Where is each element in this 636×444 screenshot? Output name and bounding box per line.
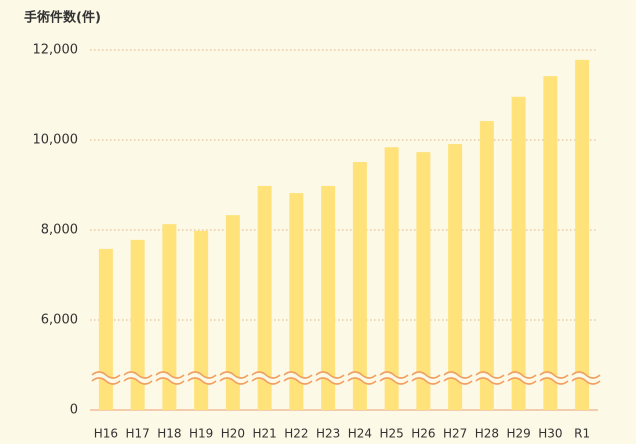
break-gap xyxy=(444,372,472,384)
bar xyxy=(384,147,399,410)
x-tick-label: H23 xyxy=(316,427,340,441)
x-tick-label: H21 xyxy=(252,427,276,441)
break-wave xyxy=(347,377,377,385)
break-wave xyxy=(251,377,281,385)
y-tick-label: 12,000 xyxy=(33,43,79,58)
break-wave xyxy=(571,377,601,385)
x-tick-label: H18 xyxy=(157,427,181,441)
break-wave xyxy=(315,377,345,385)
break-wave xyxy=(251,371,281,379)
bar xyxy=(98,248,113,410)
break-wave xyxy=(155,377,185,385)
break-wave xyxy=(219,371,249,379)
break-gap xyxy=(220,372,248,384)
break-wave xyxy=(411,377,441,385)
y-tick-label: 0 xyxy=(70,403,78,418)
x-tick-label: H28 xyxy=(475,427,499,441)
break-gap xyxy=(572,372,600,384)
bar xyxy=(162,224,177,410)
break-gap xyxy=(508,372,536,384)
x-tick-label: H29 xyxy=(506,427,530,441)
x-tick-label: H25 xyxy=(379,427,403,441)
break-wave xyxy=(315,371,345,379)
break-wave xyxy=(187,377,217,385)
bar xyxy=(130,239,145,410)
break-wave xyxy=(123,377,153,385)
x-tick-label: H20 xyxy=(221,427,245,441)
break-wave xyxy=(379,371,409,379)
y-axis-label: 手術件数(件) xyxy=(24,10,101,26)
break-gap xyxy=(188,372,216,384)
break-wave xyxy=(283,377,313,385)
x-tick-label: H24 xyxy=(348,427,372,441)
x-tick-label: H19 xyxy=(189,427,213,441)
x-tick-label: H16 xyxy=(94,427,118,441)
break-wave xyxy=(91,371,121,379)
break-gap xyxy=(316,372,344,384)
break-wave xyxy=(347,371,377,379)
break-wave xyxy=(507,377,537,385)
bar xyxy=(194,230,209,410)
break-gap xyxy=(252,372,280,384)
break-wave xyxy=(379,377,409,385)
y-tick-label: 10,000 xyxy=(33,133,79,148)
bar xyxy=(479,121,494,410)
break-wave xyxy=(443,371,473,379)
bar xyxy=(321,185,336,410)
break-wave xyxy=(283,371,313,379)
break-wave xyxy=(155,371,185,379)
break-wave xyxy=(475,377,505,385)
bar xyxy=(575,59,590,411)
bar xyxy=(225,215,240,410)
x-tick-label: H27 xyxy=(443,427,467,441)
break-gap xyxy=(284,372,312,384)
break-gap xyxy=(348,372,376,384)
break-gap xyxy=(476,372,504,384)
x-tick-label: R1 xyxy=(574,427,590,441)
bar xyxy=(448,144,463,411)
y-tick-label: 6,000 xyxy=(41,313,78,328)
bar xyxy=(416,152,431,410)
break-gap xyxy=(156,372,184,384)
break-wave xyxy=(475,371,505,379)
x-tick-label: H30 xyxy=(538,427,562,441)
break-wave xyxy=(219,377,249,385)
y-tick-label: 8,000 xyxy=(41,223,78,238)
break-gap xyxy=(124,372,152,384)
break-wave xyxy=(539,371,569,379)
break-wave xyxy=(411,371,441,379)
break-wave xyxy=(91,377,121,385)
break-wave xyxy=(443,377,473,385)
x-tick-label: H17 xyxy=(125,427,149,441)
bar xyxy=(352,162,367,410)
bar xyxy=(511,96,526,411)
x-tick-label: H26 xyxy=(411,427,435,441)
break-wave xyxy=(539,377,569,385)
x-tick-label: H22 xyxy=(284,427,308,441)
break-gap xyxy=(92,372,120,384)
break-gap xyxy=(380,372,408,384)
break-wave xyxy=(571,371,601,379)
break-gap xyxy=(540,372,568,384)
bar xyxy=(289,193,304,410)
bar xyxy=(543,76,558,410)
break-gap xyxy=(412,372,440,384)
bar xyxy=(257,185,272,410)
break-wave xyxy=(123,371,153,379)
break-wave xyxy=(507,371,537,379)
break-wave xyxy=(187,371,217,379)
